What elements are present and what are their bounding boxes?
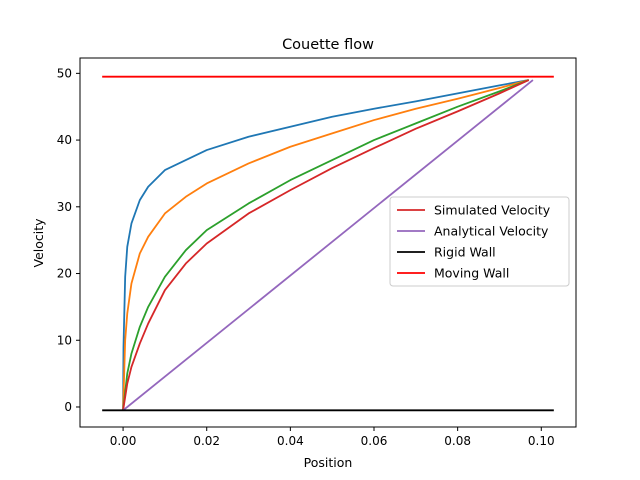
- x-tick-label: 0.04: [277, 434, 304, 448]
- legend-box: [389, 196, 570, 287]
- y-tick-label: 0: [64, 400, 72, 414]
- legend-label: Analytical Velocity: [434, 224, 549, 239]
- series-line-4: [122, 79, 530, 411]
- x-tick-label: 0.02: [193, 434, 220, 448]
- legend-label: Rigid Wall: [434, 245, 496, 260]
- series-line-1: [122, 79, 529, 411]
- legend-label: Moving Wall: [434, 266, 509, 281]
- series-line-3: [122, 79, 530, 411]
- series-line-5: [122, 79, 534, 412]
- chart-title: Couette flow: [282, 37, 374, 53]
- x-axis-label: Position: [304, 455, 353, 470]
- legend-label: Simulated Velocity: [434, 203, 551, 218]
- x-tick-label: 0.08: [444, 434, 471, 448]
- y-tick-label: 40: [57, 133, 72, 147]
- y-tick-label: 50: [57, 66, 72, 80]
- y-tick-label: 30: [57, 200, 72, 214]
- y-axis-label: Velocity: [31, 218, 46, 268]
- x-tick-label: 0.10: [528, 434, 555, 448]
- series-line-2: [122, 79, 529, 411]
- legend-items: Simulated Velocity Analytical Velocity Rig…: [397, 203, 551, 281]
- y-axis-ticks: 0 10 20 30 40 50: [57, 66, 80, 414]
- plot-area-frame: [79, 57, 577, 428]
- x-axis-ticks: 0.00 0.02 0.04 0.06 0.08 0.10: [110, 427, 555, 448]
- y-tick-label: 20: [57, 267, 72, 281]
- x-tick-label: 0.00: [110, 434, 137, 448]
- legend: Simulated Velocity Analytical Velocity Rig…: [389, 196, 570, 287]
- y-tick-label: 10: [57, 333, 72, 347]
- series-layer: [102, 75, 554, 412]
- x-tick-label: 0.06: [361, 434, 388, 448]
